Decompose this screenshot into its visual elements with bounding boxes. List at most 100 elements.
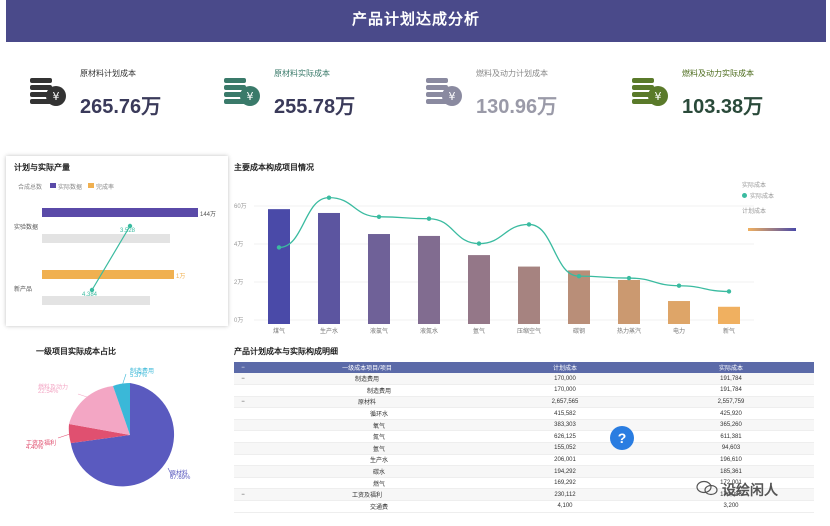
bar[interactable] <box>568 270 590 324</box>
cell-plan-cost: 155,052 <box>482 442 648 455</box>
cell-actual-cost: 94,603 <box>648 442 814 455</box>
table-row[interactable]: 氧气 383,303 365,260 <box>234 419 814 432</box>
table-row[interactable]: 氮气 626,125 611,381 <box>234 430 814 444</box>
line-point[interactable] <box>676 283 682 288</box>
legend-swatch <box>88 183 94 188</box>
legend-item: 完成率 <box>96 185 115 191</box>
pie-slice[interactable] <box>69 386 130 435</box>
x-tick-label: 热力蒸汽 <box>617 327 641 335</box>
kpi-value: 255.78万 <box>274 96 356 118</box>
line-point[interactable] <box>576 273 582 279</box>
svg-text:¥: ¥ <box>53 90 60 103</box>
cell-plan-cost: 206,001 <box>482 454 648 467</box>
line-point[interactable] <box>326 195 332 200</box>
cell-name: 氩气 <box>252 442 482 455</box>
cell-name: 燃气 <box>252 477 482 490</box>
cell-name: 制造费用 <box>252 384 482 397</box>
cell-name: 循环水 <box>252 407 482 420</box>
watermark-text: 设绘闲人 <box>722 482 778 498</box>
pie-slice[interactable] <box>68 424 130 444</box>
money-stack-icon: ¥ <box>426 78 462 106</box>
column-header[interactable]: 实际成本 <box>648 362 814 373</box>
line-point[interactable] <box>376 214 382 219</box>
pie-slice[interactable] <box>70 383 175 487</box>
bar[interactable] <box>718 306 740 324</box>
row-toggle[interactable]: − <box>234 396 252 409</box>
kpi-card-fuel-actual: ¥ 燃料及动力实际成本 103.38万 <box>630 62 830 122</box>
chart-legend-title: 实际成本 <box>742 183 767 189</box>
column-header[interactable]: 计划成本 <box>482 362 648 373</box>
pie-label: 工资及福利 <box>26 441 57 447</box>
table-row[interactable]: − 工资及福利 230,112 174,088 <box>234 488 814 502</box>
table-row[interactable]: 循环水 415,582 425,920 <box>234 407 814 420</box>
table-row[interactable]: 交通费 4,100 3,200 <box>234 500 814 513</box>
rate-point <box>127 223 133 229</box>
actual-bar[interactable] <box>42 234 170 243</box>
pie-label: 原材料 <box>170 471 189 477</box>
table-row[interactable]: 氩气 155,052 94,603 <box>234 442 814 455</box>
rate-point <box>89 287 95 293</box>
cell-actual-cost: 174,088 <box>648 488 814 502</box>
pie-chart <box>57 373 175 487</box>
bar[interactable] <box>368 234 390 324</box>
rate-line <box>89 223 133 293</box>
cell-name: 氧气 <box>252 419 482 432</box>
table-row[interactable]: 制造费用 170,000 191,784 <box>234 384 814 397</box>
x-tick-label: 氩气 <box>473 327 485 335</box>
plan-bar[interactable] <box>42 208 198 217</box>
row-toggle <box>234 477 252 490</box>
line-point[interactable] <box>526 222 532 227</box>
bar[interactable] <box>418 235 440 324</box>
bar[interactable] <box>468 255 490 324</box>
row-toggle <box>234 430 252 444</box>
line-point[interactable] <box>276 245 282 250</box>
table-row[interactable]: 燃气 169,292 172,001 <box>234 477 814 490</box>
rate-label: 4.384 <box>82 292 98 298</box>
plan-bar-value: 1万 <box>176 274 186 280</box>
line-point[interactable] <box>426 216 432 221</box>
chart-legend-entry: 实际成本 <box>750 194 775 200</box>
kpi-value: 103.38万 <box>682 96 764 118</box>
row-toggle <box>234 442 252 455</box>
table-row[interactable]: − 制造费用 170,000 191,784 <box>234 373 814 386</box>
x-tick-label: 电力 <box>673 327 685 335</box>
cell-plan-cost: 230,112 <box>482 488 648 502</box>
table-row[interactable]: − 原材料 2,657,565 2,557,759 <box>234 396 814 409</box>
table-row[interactable]: 生产水 206,001 196,610 <box>234 454 814 467</box>
y-tick-label: 0万 <box>234 317 243 324</box>
detail-table: − 一级成本项目/项目 计划成本 实际成本 − 制造费用 170,000 191,78… <box>234 362 814 526</box>
cell-plan-cost: 170,000 <box>482 384 648 397</box>
cell-name: 碳水 <box>252 465 482 478</box>
cell-actual-cost: 196,610 <box>648 454 814 467</box>
pie-pct: 22.54% <box>38 389 59 395</box>
plan-bar[interactable] <box>42 270 174 279</box>
table-row[interactable]: 碳水 194,292 185,361 <box>234 465 814 478</box>
cell-name: 生产水 <box>252 454 482 467</box>
bar[interactable] <box>668 301 690 324</box>
line-point[interactable] <box>626 275 632 281</box>
bar[interactable] <box>268 209 290 324</box>
cell-plan-cost: 415,582 <box>482 407 648 420</box>
row-toggle[interactable]: − <box>234 488 252 502</box>
bar[interactable] <box>518 266 540 324</box>
collapse-all-toggle[interactable]: − <box>234 362 252 373</box>
kpi-card-fuel-plan: ¥ 燃料及动力计划成本 130.96万 <box>424 62 624 122</box>
line-point[interactable] <box>476 241 482 246</box>
bar[interactable] <box>318 212 340 324</box>
help-button[interactable]: ? <box>610 426 634 450</box>
cell-plan-cost: 170,000 <box>482 373 648 386</box>
row-toggle[interactable]: − <box>234 373 252 386</box>
bar[interactable] <box>618 279 640 324</box>
line-point[interactable] <box>726 289 732 294</box>
plan-actual-panel: 计划与实际产量 合成总数 实际数据 完成率 实验数据 144万 新产品 1万 3… <box>6 156 228 326</box>
wechat-icon <box>696 480 718 496</box>
pie-pct: 5.37% <box>130 373 148 379</box>
pie-slice[interactable] <box>113 383 130 435</box>
page-title: 产品计划达成分析 <box>351 11 480 28</box>
row-toggle <box>234 454 252 467</box>
cell-plan-cost: 169,292 <box>482 477 648 490</box>
column-header[interactable]: 一级成本项目/项目 <box>252 362 482 373</box>
pie-label: 制造费用 <box>130 369 155 375</box>
actual-bar[interactable] <box>42 296 150 305</box>
